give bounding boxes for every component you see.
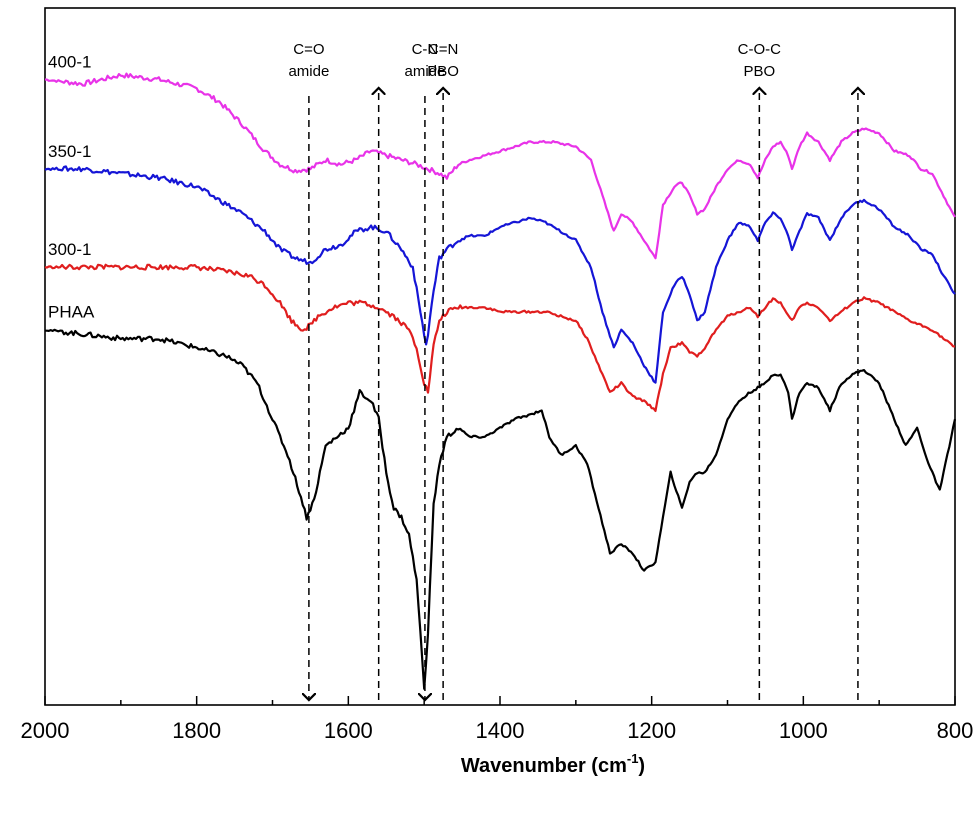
x-tick-label-1400: 1400 [476, 718, 525, 743]
series-label-phaa: PHAA [48, 303, 95, 322]
annotation-layer: C=O amide C-N amide C=N PBO C-O-C PBO [288, 41, 857, 700]
annotation-label-3-line1: C=N [428, 41, 458, 58]
annotation-label-0-line1: C=O [293, 41, 324, 58]
x-tick-label-1600: 1600 [324, 718, 373, 743]
annotation-label-2-line1: C-N [412, 41, 439, 58]
series-label-400-1: 400-1 [48, 52, 91, 71]
x-tick-label-1000: 1000 [779, 718, 828, 743]
x-tick-label-800: 800 [937, 718, 974, 743]
series-label-350-1: 350-1 [48, 142, 91, 161]
series-label-300-1: 300-1 [48, 240, 91, 259]
annotation-label-2-line2: amide [404, 63, 445, 80]
plot-frame [44, 7, 956, 706]
annotation-label-0-line2: amide [288, 63, 329, 80]
x-tick-label-1200: 1200 [627, 718, 676, 743]
series-line-350-1 [44, 165, 956, 384]
annotation-label-4-line1: C-O-C [738, 41, 781, 58]
x-tick-label-2000: 2000 [21, 718, 70, 743]
annotation-label-4-line2: PBO [744, 63, 776, 80]
series-layer: 400-1 350-1 300-1 PHAA [44, 52, 957, 690]
series-line-400-1 [44, 72, 956, 260]
annotation-label-3-line2: PBO [427, 63, 459, 80]
x-axis-ticks: 2000 1800 1600 1400 1200 1000 800 [21, 696, 974, 743]
x-tick-label-1800: 1800 [172, 718, 221, 743]
series-line-phaa [45, 328, 957, 690]
series-line-300-1 [44, 263, 956, 412]
x-axis-title: Wavenumber (cm-1) [461, 751, 645, 777]
